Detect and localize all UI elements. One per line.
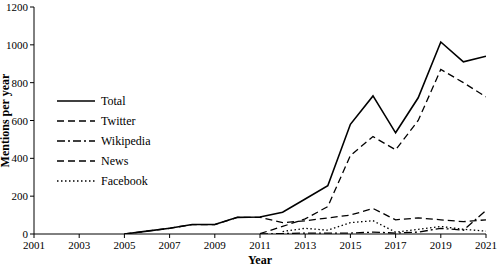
series-line: [124, 42, 486, 234]
x-tick-label: 2001: [23, 239, 45, 251]
y-tick-label: 400: [12, 152, 29, 164]
x-tick-label: 2019: [430, 239, 453, 251]
series-line: [124, 208, 486, 234]
legend-swatch: [57, 180, 95, 181]
legend-label: Facebook: [101, 174, 148, 188]
legend-label: Twitter: [101, 114, 135, 128]
series-line: [260, 69, 486, 233]
legend-label: News: [101, 154, 129, 168]
x-tick: [124, 234, 125, 238]
x-tick-label: 2009: [204, 239, 227, 251]
x-tick-label: 2015: [339, 239, 362, 251]
x-tick-label: 2005: [113, 239, 136, 251]
y-tick-label: 200: [12, 190, 29, 202]
legend-swatch: [57, 140, 95, 141]
y-tick-label: 800: [12, 77, 29, 89]
x-tick: [79, 234, 80, 238]
legend-label: Total: [101, 94, 126, 108]
y-tick-label: 600: [12, 115, 29, 127]
y-tick: [30, 196, 34, 197]
x-tick-label: 2021: [475, 239, 497, 251]
y-tick: [30, 120, 34, 121]
x-tick: [34, 234, 35, 238]
y-tick: [30, 44, 34, 45]
x-tick: [305, 234, 306, 238]
legend-swatch: [57, 100, 95, 102]
plot-area: [124, 42, 486, 234]
x-axis-label: Year: [248, 253, 273, 267]
y-axis-label: Mentions per year: [0, 73, 12, 167]
x-tick: [486, 234, 487, 238]
chart: 0200400600800100012002001200320052007200…: [0, 0, 500, 270]
legend: Total Twitter Wikipedia News Facebook: [57, 94, 151, 188]
x-tick: [260, 234, 261, 238]
y-tick-label: 1000: [6, 39, 29, 51]
x-tick: [440, 234, 441, 238]
x-tick-label: 2013: [294, 239, 317, 251]
x-tick-label: 2007: [159, 239, 182, 251]
x-tick: [395, 234, 396, 238]
y-tick-label: 1200: [6, 1, 29, 13]
y-tick: [30, 234, 34, 235]
series-line: [283, 221, 486, 232]
y-tick: [30, 82, 34, 83]
x-tick-label: 2011: [249, 239, 271, 251]
legend-swatch: [57, 160, 95, 161]
x-tick: [169, 234, 170, 238]
x-tick-label: 2003: [68, 239, 91, 251]
y-tick: [30, 158, 34, 159]
x-tick: [350, 234, 351, 238]
y-tick: [30, 7, 34, 8]
legend-label: Wikipedia: [101, 134, 151, 148]
x-tick-label: 2017: [385, 239, 408, 251]
x-tick: [214, 234, 215, 238]
legend-swatch: [57, 120, 95, 121]
